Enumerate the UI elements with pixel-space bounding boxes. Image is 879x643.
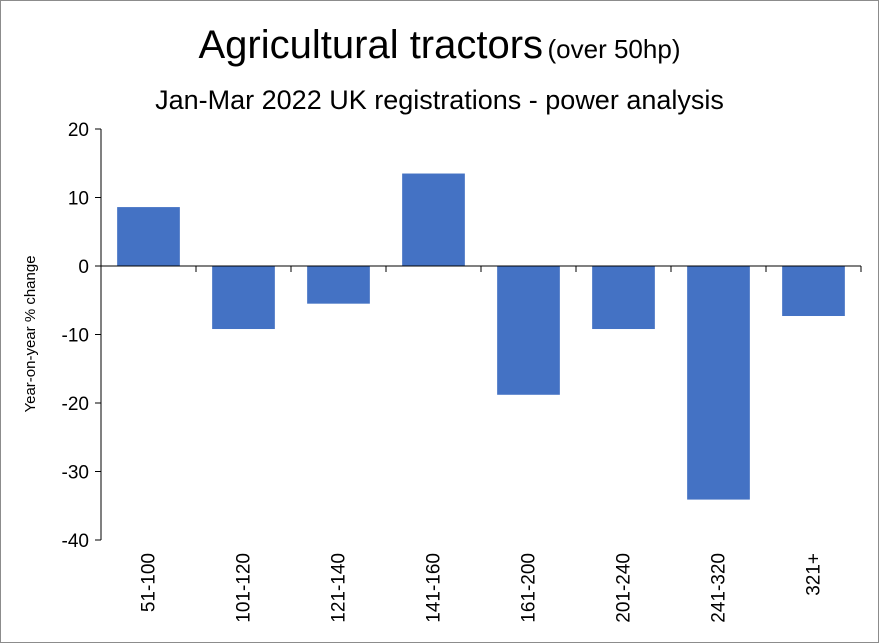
- chart-title-main: Agricultural tractors: [198, 23, 544, 67]
- y-tick-label: -20: [62, 394, 89, 415]
- y-tick-label: -10: [62, 326, 89, 347]
- bar: [592, 266, 655, 330]
- chart-title: Agricultural tractors (over 50hp): [1, 23, 878, 68]
- x-tick-label: 241-320: [709, 553, 730, 623]
- x-tick-label: 201-240: [614, 553, 635, 623]
- y-tick-label: -30: [62, 463, 89, 484]
- chart-title-suffix: (over 50hp): [547, 34, 681, 64]
- bar: [117, 207, 180, 266]
- x-tick-label: 51-100: [139, 553, 160, 612]
- x-tick-label: 141-160: [424, 553, 445, 623]
- x-tick-label: 121-140: [329, 553, 350, 623]
- x-tick-label: 101-120: [234, 553, 255, 623]
- bar: [782, 266, 845, 317]
- chart-subtitle: Jan-Mar 2022 UK registrations - power an…: [155, 85, 724, 115]
- bar: [687, 266, 750, 500]
- bar: [212, 266, 275, 330]
- y-tick-label: 10: [68, 189, 89, 210]
- bar: [402, 173, 465, 266]
- y-tick-label: 0: [78, 257, 89, 278]
- y-tick-label: -40: [62, 531, 89, 552]
- y-axis-label: Year-on-year % change: [22, 255, 39, 412]
- y-tick-label: 20: [68, 120, 89, 141]
- x-tick-label: 321+: [804, 553, 825, 596]
- x-tick-label: 161-200: [519, 553, 540, 623]
- bar: [307, 266, 370, 304]
- bar: [497, 266, 560, 395]
